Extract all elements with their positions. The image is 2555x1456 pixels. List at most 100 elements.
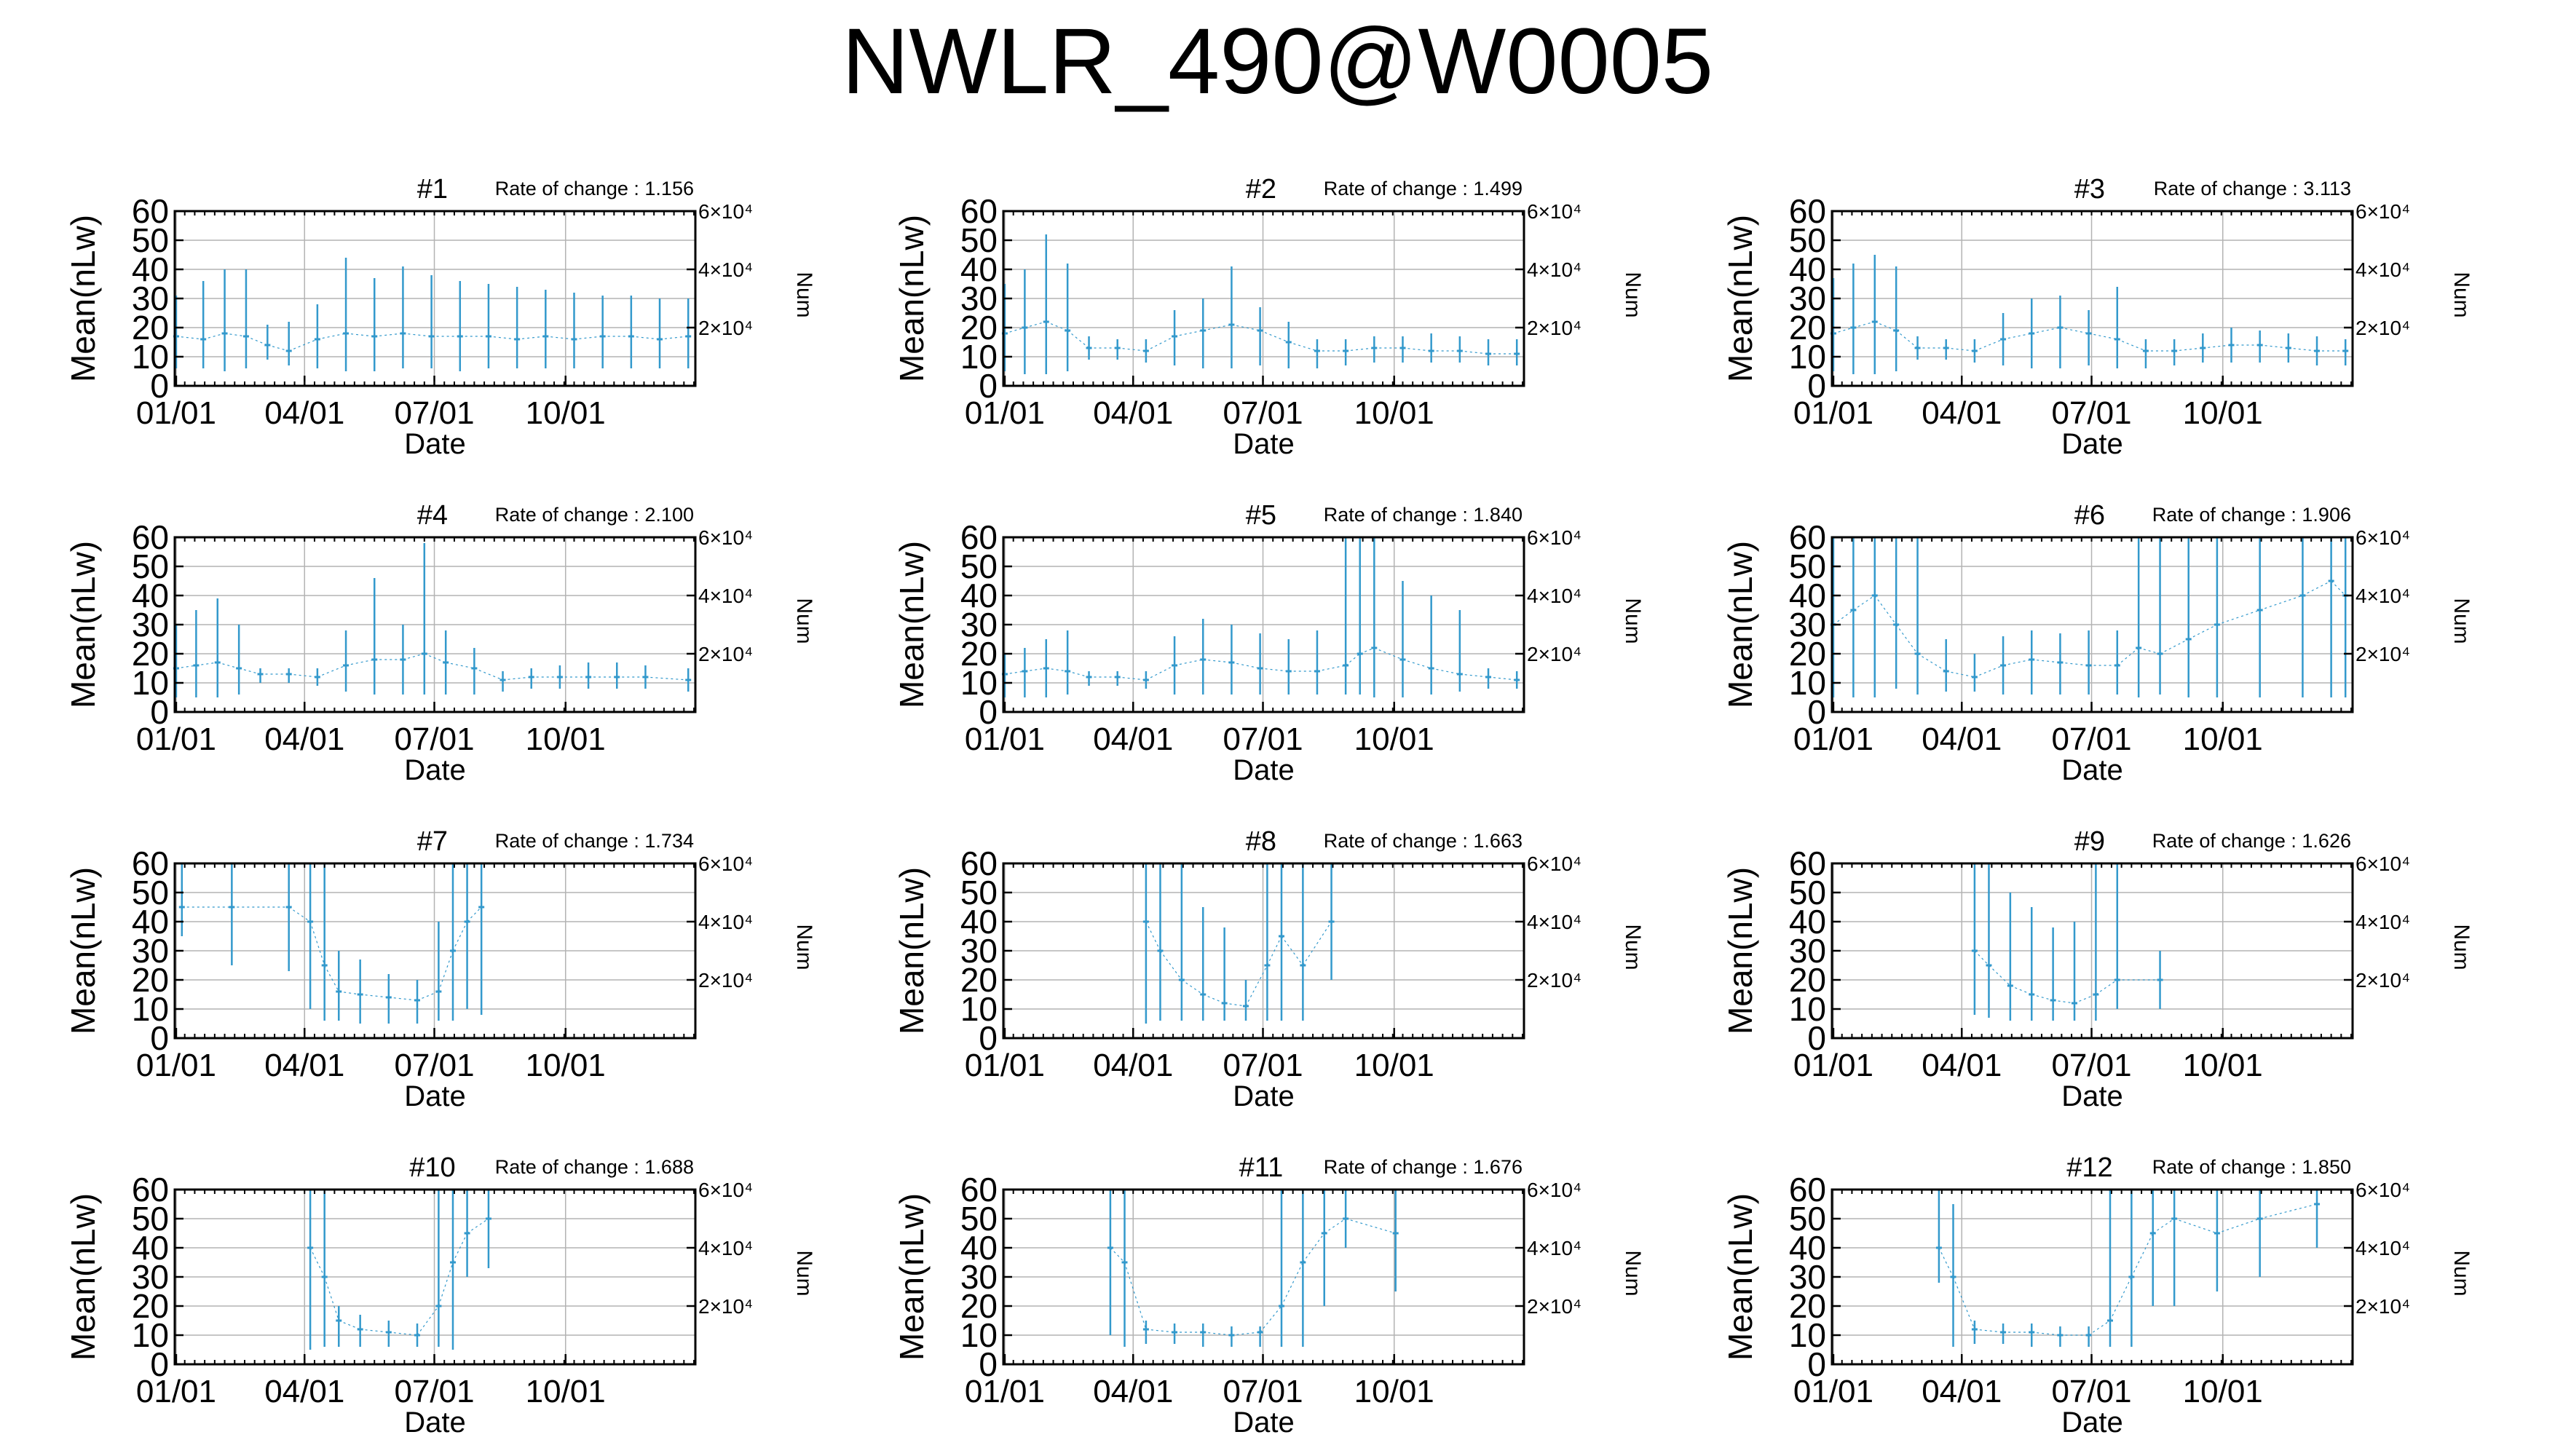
y2-tick-label: 4×10⁴ [1527, 1237, 1581, 1259]
y-tick-label: 60 [132, 192, 169, 230]
mean-line [2331, 580, 2346, 596]
mean-line [203, 333, 225, 340]
panel-title: #12 [2066, 1152, 2112, 1183]
y-axis-label: Mean(nLw) [893, 215, 931, 382]
mean-line [1288, 341, 1318, 352]
x-tick-label: 07/01 [1223, 1048, 1303, 1083]
y2-tick-label: 2×10⁴ [1527, 643, 1581, 665]
y-tick-label: 40 [132, 577, 169, 614]
mean-line [659, 336, 689, 340]
y-tick-label: 10 [132, 664, 169, 702]
y2-tick-label: 6×10⁴ [698, 1179, 753, 1201]
mean-line [1117, 676, 1146, 681]
x-tick-label: 04/01 [264, 1048, 344, 1083]
rate-of-change-label: Rate of change : 1.626 [2152, 830, 2351, 852]
y-tick-label: 20 [960, 961, 998, 999]
mean-line [2002, 333, 2032, 340]
mean-line [1346, 347, 1375, 352]
y2-axis-label: Num [1621, 924, 1645, 970]
y-tick-label: 40 [960, 1229, 998, 1267]
x-axis-label: Date [2061, 1080, 2123, 1112]
mean-line [2259, 344, 2289, 349]
y-tick-label: 10 [132, 1316, 169, 1354]
y-tick-label: 50 [132, 874, 169, 911]
mean-line [1874, 321, 1897, 331]
y-tick-label: 50 [132, 1200, 169, 1238]
y-tick-label: 40 [960, 250, 998, 288]
mean-line [1938, 1247, 1954, 1278]
y2-tick-label: 6×10⁴ [2355, 526, 2410, 549]
mean-line [2031, 327, 2061, 334]
mean-line [388, 997, 418, 1001]
mean-line [467, 1218, 489, 1234]
y-tick-label: 10 [132, 990, 169, 1028]
y-tick-label: 20 [1789, 635, 1826, 673]
mean-line [2088, 333, 2117, 340]
mean-line [1974, 1329, 2004, 1333]
rate-of-change-label: Rate of change : 1.840 [1324, 504, 1523, 526]
mean-line [1203, 659, 1232, 663]
y-tick-label: 30 [960, 606, 998, 644]
rate-of-change-label: Rate of change : 1.906 [2152, 504, 2351, 526]
y-tick-label: 50 [960, 874, 998, 911]
mean-line [288, 339, 318, 352]
y2-tick-label: 2×10⁴ [1527, 969, 1581, 992]
y-tick-label: 40 [1789, 1229, 1826, 1267]
y-tick-label: 0 [150, 367, 169, 405]
mean-line [245, 336, 268, 346]
mean-line [1046, 321, 1068, 331]
mean-line [1488, 676, 1517, 681]
x-axis-label: Date [404, 754, 466, 786]
y2-tick-label: 6×10⁴ [2355, 852, 2410, 875]
mean-line [1181, 979, 1204, 995]
y-tick-label: 60 [1789, 844, 1826, 882]
x-tick-label: 07/01 [2051, 395, 2131, 431]
mean-line [196, 662, 218, 666]
x-tick-label: 10/01 [2183, 721, 2263, 757]
mean-line [416, 991, 439, 1001]
mean-line [1402, 659, 1431, 669]
mean-line [175, 665, 197, 669]
panel-title: #10 [409, 1152, 455, 1183]
mean-line [1117, 347, 1146, 352]
mean-line [360, 994, 389, 998]
x-tick-label: 07/01 [1223, 1374, 1303, 1409]
mean-line [452, 921, 468, 951]
mean-line [1402, 347, 1431, 352]
mean-line [1895, 330, 1918, 349]
rate-of-change-label: Rate of change : 1.734 [495, 830, 694, 852]
panel-title: #2 [1246, 174, 1276, 205]
y2-tick-label: 4×10⁴ [1527, 911, 1581, 933]
mean-line [1067, 330, 1089, 349]
x-axis-label: Date [1233, 1406, 1295, 1439]
x-tick-label: 10/01 [526, 395, 606, 431]
mean-line [2160, 638, 2189, 654]
mean-line [1946, 347, 1975, 352]
x-tick-label: 07/01 [2051, 721, 2131, 757]
mean-line [324, 1276, 339, 1321]
y2-tick-label: 4×10⁴ [2355, 1237, 2410, 1259]
y2-tick-label: 2×10⁴ [1527, 1295, 1581, 1318]
y-tick-label: 30 [1789, 932, 1826, 970]
x-tick-label: 10/01 [1354, 395, 1434, 431]
panel-title: #9 [2074, 826, 2105, 857]
mean-line [238, 668, 261, 675]
y-tick-label: 30 [132, 606, 169, 644]
mean-line [317, 333, 347, 340]
mean-line [2152, 1218, 2175, 1234]
mean-line [2088, 1320, 2111, 1336]
y2-axis-label: Num [2449, 272, 2473, 317]
x-tick-label: 04/01 [264, 721, 344, 757]
rate-of-change-label: Rate of change : 2.100 [495, 504, 694, 526]
x-tick-label: 04/01 [1922, 1048, 2002, 1083]
y-tick-label: 60 [132, 518, 169, 556]
mean-line [2117, 647, 2139, 666]
y-tick-label: 60 [1789, 518, 1826, 556]
y2-tick-label: 2×10⁴ [698, 317, 753, 339]
mean-line [1874, 595, 1897, 625]
x-tick-label: 10/01 [2183, 395, 2263, 431]
y-tick-label: 30 [960, 280, 998, 317]
mean-line [2259, 1203, 2318, 1219]
mean-line [2188, 624, 2218, 640]
